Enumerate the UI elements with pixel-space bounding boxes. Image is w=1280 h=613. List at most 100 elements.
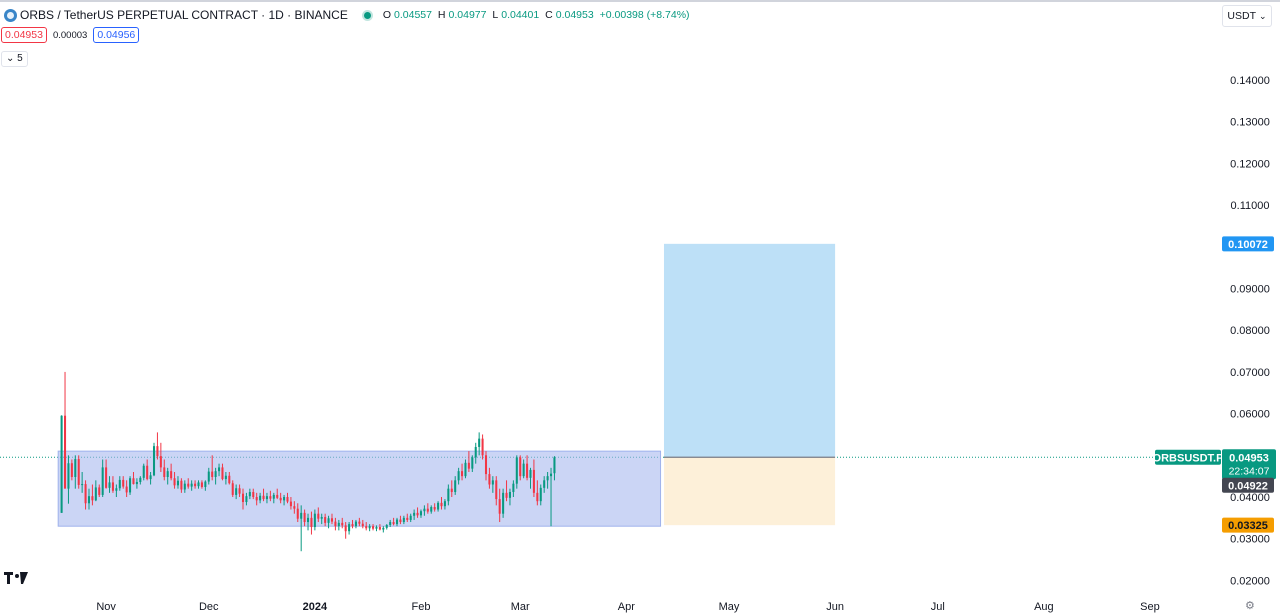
candle-body [488,474,491,485]
candle [478,432,481,456]
candle [372,524,375,531]
candle-body [170,471,173,479]
candle [437,501,440,512]
candle-body [354,521,357,527]
candle [320,513,323,525]
candle [152,442,156,477]
candle [170,463,173,481]
candle-body [512,483,515,493]
candle [173,471,176,489]
candle-body [262,495,265,500]
candle [300,505,303,552]
candle [324,513,327,527]
profit-target-zone [663,243,836,458]
candle-body [296,508,299,519]
candle-body [139,477,142,482]
market-open-status-icon [363,11,371,19]
candle [228,471,231,485]
candle-body [235,488,238,495]
candle-body [430,507,433,512]
tradingview-logo-icon[interactable] [4,571,30,587]
candle-body [440,502,443,507]
spread-value: 0.00003 [52,29,88,41]
chart-legend: ORBS / TetherUS PERPETUAL CONTRACT · 1D … [0,0,1215,30]
low-value: 0.04401 [501,9,540,21]
candle [276,488,279,500]
gear-icon[interactable]: ⚙ [1245,600,1255,612]
sell-price-button[interactable]: 0.04953 [1,27,47,43]
candle [399,515,402,525]
candle [180,478,183,493]
y-tick-label: 0.06000 [1230,409,1270,421]
candle [115,484,118,498]
candle-body [118,479,121,489]
candle [60,415,63,513]
candle [529,467,532,489]
candle [81,471,84,493]
candle [313,509,316,531]
candle-body [543,480,546,488]
candle-body [204,481,207,488]
candle [183,480,186,493]
candle [378,524,381,531]
open-value: 0.04557 [394,9,432,21]
currency-selector[interactable]: USDT ⌄ [1222,5,1272,27]
candle [423,505,426,516]
candle-body [546,476,549,481]
x-tick-label: Feb [411,601,430,613]
candle [474,442,477,464]
candle [484,451,488,481]
candle-body [269,496,272,499]
y-tick-label: 0.13000 [1230,117,1270,129]
candle-body [173,478,176,486]
candle-body [474,446,477,458]
candle [166,467,169,485]
stop-loss-zone [663,457,836,526]
candle-body [115,488,118,491]
candle-body [187,483,190,487]
candle [461,463,464,481]
candle-body [491,480,494,485]
close-value: 0.04953 [555,9,594,21]
candle-body [341,522,344,526]
indicators-toggle[interactable]: ⌄ 5 [1,51,28,67]
candle-body [259,495,262,501]
candle [508,488,511,506]
y-tick-label: 0.08000 [1230,325,1270,337]
candle [519,455,522,481]
candle [543,476,546,493]
candle [132,471,135,485]
candle [235,484,238,500]
candle [406,513,409,523]
candle [194,480,197,489]
candle [262,488,265,502]
candle [272,492,275,504]
trade-buttons: 0.04953 0.00003 0.04956 [1,27,140,43]
candle-body [526,463,529,478]
candle-body [484,455,488,475]
candle-body [395,519,399,525]
candle [553,456,556,481]
candle-body [64,415,67,489]
candle [402,515,405,525]
candle [457,467,460,485]
last-price-value: 0.04953 [1229,452,1269,464]
candle-body [529,469,532,478]
candle [146,459,149,481]
candle [293,501,296,514]
candle-body [409,515,412,520]
symbol-title[interactable]: ORBS / TetherUS PERPETUAL CONTRACT · 1D … [20,8,348,22]
symbol-price-tag: ORBSUSDT.P [1153,449,1223,465]
candle-body [334,521,337,527]
candle [354,519,357,529]
y-tick-label: 0.09000 [1230,284,1270,296]
candle [471,455,474,472]
candle [515,455,518,489]
range-rectangle [57,450,662,527]
buy-price-button[interactable]: 0.04956 [93,27,140,43]
candle-body [519,457,522,477]
candle [231,480,234,498]
candle-body [289,501,292,507]
y-tick-label: 0.12000 [1230,158,1270,170]
